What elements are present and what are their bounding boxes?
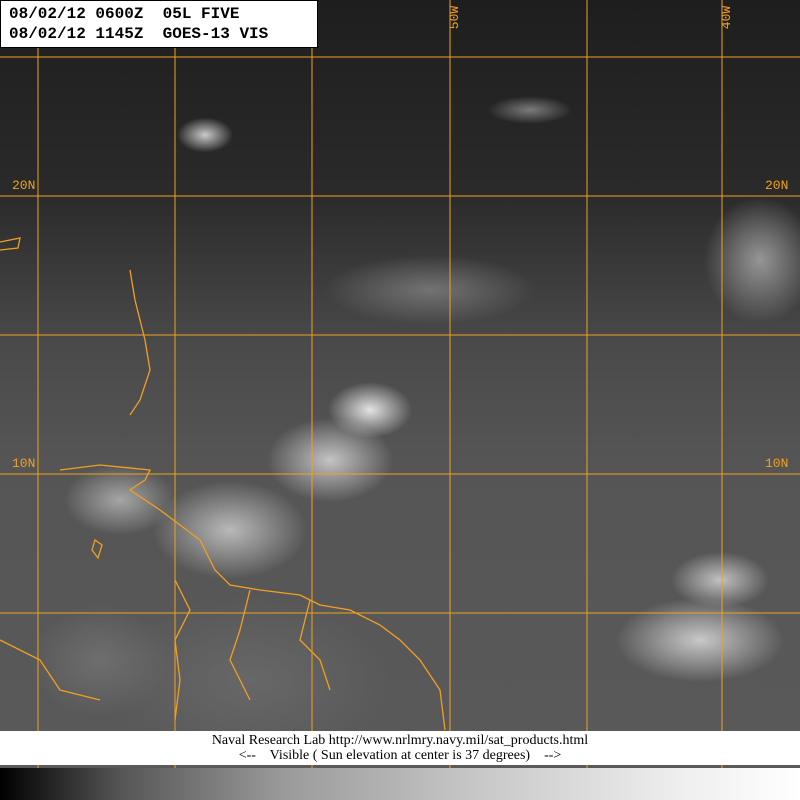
footer-description: <-- Visible ( Sun elevation at center is… bbox=[238, 748, 562, 763]
border-line bbox=[299, 599, 331, 691]
border-line bbox=[229, 589, 251, 701]
puerto-rico bbox=[0, 237, 21, 251]
lat-label-10n-right: 10N bbox=[765, 456, 789, 471]
grayscale-colorbar bbox=[0, 768, 800, 800]
south-america-coast bbox=[59, 464, 446, 731]
trinidad bbox=[91, 538, 103, 560]
map-overlay bbox=[0, 0, 800, 768]
coastlines bbox=[0, 237, 446, 731]
border-line bbox=[0, 639, 101, 701]
header-line-image-time: 08/02/12 1145Z GOES-13 VIS bbox=[9, 25, 269, 43]
lat-label-20n-right: 20N bbox=[765, 178, 789, 193]
lon-label-40w: 40W bbox=[719, 5, 735, 30]
lat-lon-grid bbox=[0, 0, 800, 768]
header-line-forecast: 08/02/12 0600Z 05L FIVE bbox=[9, 5, 240, 23]
lon-label-50w: 50W bbox=[447, 5, 463, 30]
antilles-islands bbox=[129, 269, 151, 416]
lat-label-10n-left: 10N bbox=[12, 456, 36, 471]
footer-caption: Naval Research Lab http://www.nrlmry.nav… bbox=[0, 731, 800, 765]
lat-label-20n-left: 20N bbox=[12, 178, 36, 193]
header-box: 08/02/12 0600Z 05L FIVE 08/02/12 1145Z GO… bbox=[0, 0, 318, 48]
border-line bbox=[174, 579, 191, 721]
footer-credit: Naval Research Lab http://www.nrlmry.nav… bbox=[211, 733, 589, 748]
